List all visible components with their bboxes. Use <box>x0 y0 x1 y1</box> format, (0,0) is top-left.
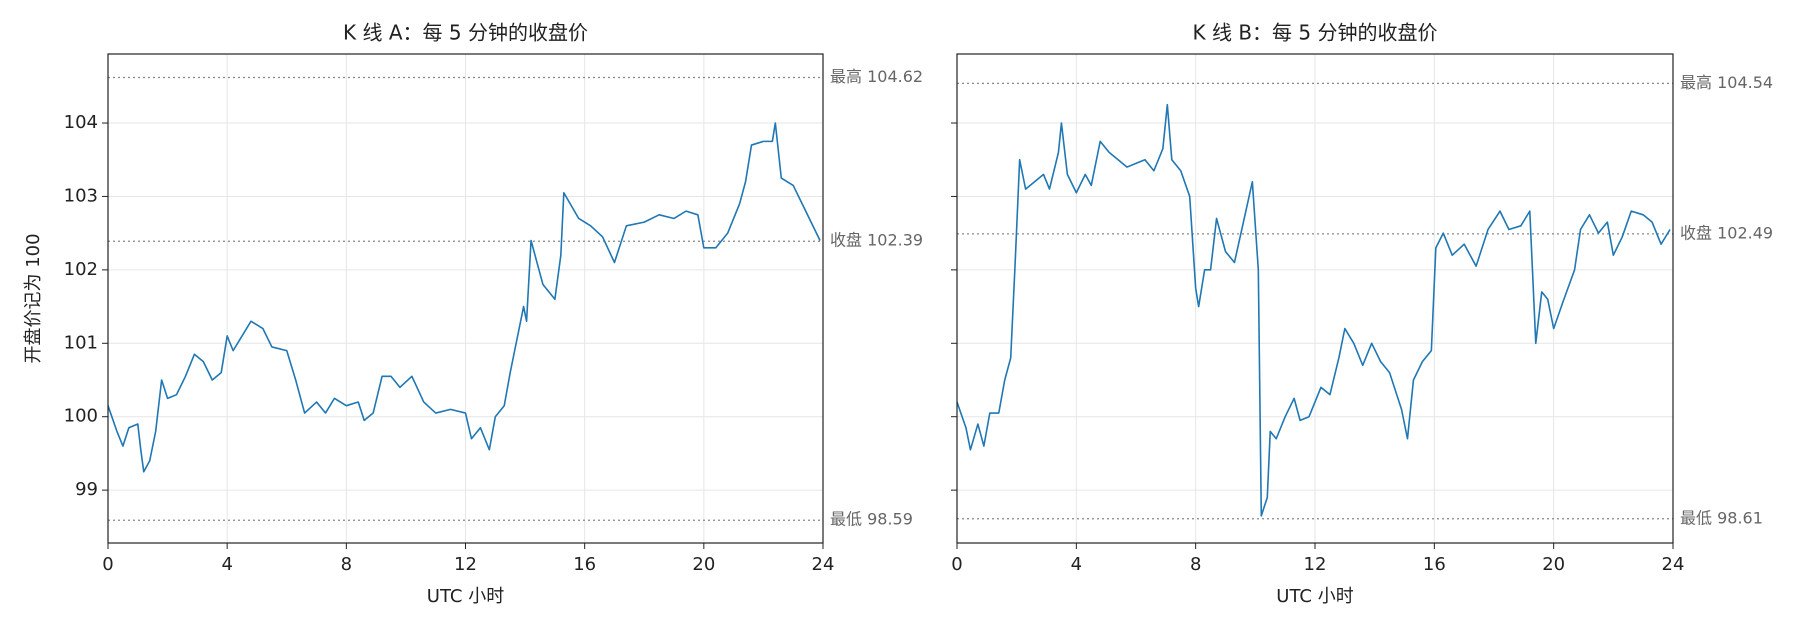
x-tick-label: 16 <box>1423 554 1446 575</box>
x-tick-label: 0 <box>951 554 962 575</box>
x-tick-label: 4 <box>1071 554 1082 575</box>
plot-frame <box>107 53 824 544</box>
plot-frame <box>956 53 1674 544</box>
reference-label: 收盘 102.39 <box>830 231 923 250</box>
x-tick-label: 12 <box>454 554 477 575</box>
y-tick-label: 104 <box>64 112 98 133</box>
x-tick-label: 8 <box>341 554 352 575</box>
reference-label: 最低 98.61 <box>1680 508 1763 527</box>
price-line <box>107 122 821 473</box>
x-axis-label: UTC 小时 <box>1276 586 1353 607</box>
chart-title: K 线 B：每 5 分钟的收盘价 <box>1193 21 1438 45</box>
x-tick-label: 0 <box>102 554 113 575</box>
x-tick-label: 12 <box>1304 554 1327 575</box>
x-tick-label: 20 <box>1542 554 1565 575</box>
y-tick-label: 101 <box>64 332 98 353</box>
x-tick-label: 20 <box>692 554 715 575</box>
y-tick-label: 103 <box>64 185 98 206</box>
y-tick-label: 99 <box>75 479 98 500</box>
chart-title: K 线 A：每 5 分钟的收盘价 <box>343 21 588 45</box>
reference-label: 最低 98.59 <box>830 510 913 529</box>
x-tick-label: 24 <box>812 554 835 575</box>
reference-label: 最高 104.54 <box>1680 73 1773 92</box>
y-tick-label: 102 <box>64 259 98 280</box>
x-tick-label: 4 <box>221 554 232 575</box>
reference-label: 最高 104.62 <box>830 67 923 86</box>
reference-label: 收盘 102.49 <box>1680 223 1773 242</box>
x-tick-label: 8 <box>1190 554 1201 575</box>
price-line <box>956 103 1671 517</box>
y-tick-label: 100 <box>64 406 98 427</box>
x-tick-label: 24 <box>1662 554 1685 575</box>
y-axis-label: 开盘价记为 100 <box>23 233 44 363</box>
x-axis-label: UTC 小时 <box>427 586 504 607</box>
x-tick-label: 16 <box>573 554 596 575</box>
